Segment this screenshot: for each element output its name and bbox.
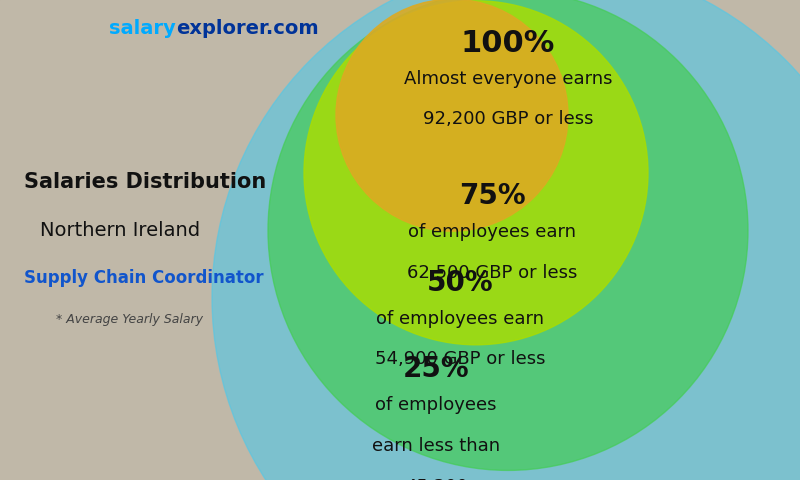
Text: Northern Ireland: Northern Ireland xyxy=(40,221,200,240)
Text: 75%: 75% xyxy=(458,182,526,210)
Text: 92,200 GBP or less: 92,200 GBP or less xyxy=(422,110,594,129)
Ellipse shape xyxy=(304,1,648,345)
Text: 62,500 GBP or less: 62,500 GBP or less xyxy=(407,264,577,282)
Text: Supply Chain Coordinator: Supply Chain Coordinator xyxy=(24,269,264,288)
Text: earn less than: earn less than xyxy=(372,437,500,455)
Text: of employees earn: of employees earn xyxy=(408,223,576,241)
Text: 45,300: 45,300 xyxy=(405,478,467,480)
Text: 50%: 50% xyxy=(426,269,494,297)
Text: Almost everyone earns: Almost everyone earns xyxy=(404,70,612,88)
Text: Salaries Distribution: Salaries Distribution xyxy=(24,172,266,192)
Text: 25%: 25% xyxy=(402,355,470,383)
Text: 54,900 GBP or less: 54,900 GBP or less xyxy=(374,350,546,369)
Text: of employees earn: of employees earn xyxy=(376,310,544,328)
Text: explorer.com: explorer.com xyxy=(176,19,318,38)
Ellipse shape xyxy=(336,0,568,231)
Text: of employees: of employees xyxy=(375,396,497,414)
Ellipse shape xyxy=(212,0,800,480)
Ellipse shape xyxy=(268,0,748,470)
Text: 100%: 100% xyxy=(461,29,555,58)
Text: * Average Yearly Salary: * Average Yearly Salary xyxy=(56,312,203,326)
Text: salary: salary xyxy=(110,19,176,38)
